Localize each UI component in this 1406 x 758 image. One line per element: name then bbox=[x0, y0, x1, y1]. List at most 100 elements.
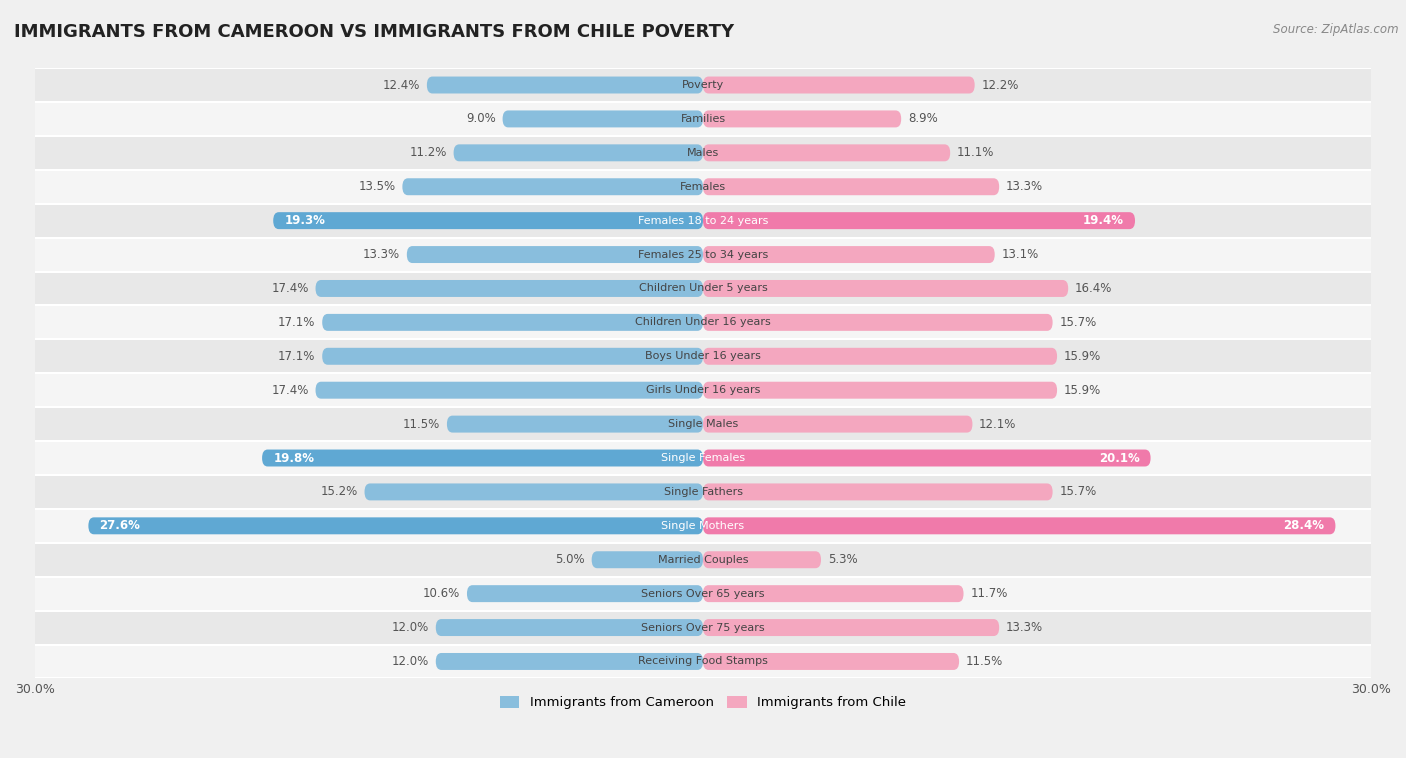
Text: 15.7%: 15.7% bbox=[1059, 316, 1097, 329]
FancyBboxPatch shape bbox=[703, 585, 963, 602]
Text: 17.4%: 17.4% bbox=[271, 384, 309, 396]
FancyBboxPatch shape bbox=[315, 280, 703, 297]
Text: Single Females: Single Females bbox=[661, 453, 745, 463]
Text: Females 25 to 34 years: Females 25 to 34 years bbox=[638, 249, 768, 259]
FancyBboxPatch shape bbox=[467, 585, 703, 602]
FancyBboxPatch shape bbox=[35, 170, 1371, 204]
Text: 13.3%: 13.3% bbox=[363, 248, 401, 261]
FancyBboxPatch shape bbox=[703, 314, 1053, 330]
Text: 19.4%: 19.4% bbox=[1083, 215, 1123, 227]
Text: Girls Under 16 years: Girls Under 16 years bbox=[645, 385, 761, 395]
Text: Married Couples: Married Couples bbox=[658, 555, 748, 565]
FancyBboxPatch shape bbox=[703, 619, 1000, 636]
Text: 13.5%: 13.5% bbox=[359, 180, 395, 193]
FancyBboxPatch shape bbox=[35, 407, 1371, 441]
FancyBboxPatch shape bbox=[703, 144, 950, 161]
FancyBboxPatch shape bbox=[364, 484, 703, 500]
Text: 11.5%: 11.5% bbox=[966, 655, 1002, 668]
FancyBboxPatch shape bbox=[402, 178, 703, 196]
Text: Single Males: Single Males bbox=[668, 419, 738, 429]
Text: 13.3%: 13.3% bbox=[1005, 621, 1043, 634]
FancyBboxPatch shape bbox=[35, 441, 1371, 475]
FancyBboxPatch shape bbox=[703, 415, 973, 433]
FancyBboxPatch shape bbox=[35, 509, 1371, 543]
Text: 13.3%: 13.3% bbox=[1005, 180, 1043, 193]
Text: 15.9%: 15.9% bbox=[1064, 349, 1101, 363]
Text: 11.5%: 11.5% bbox=[404, 418, 440, 431]
Text: Single Mothers: Single Mothers bbox=[661, 521, 745, 531]
FancyBboxPatch shape bbox=[35, 373, 1371, 407]
Text: 28.4%: 28.4% bbox=[1284, 519, 1324, 532]
Text: 12.1%: 12.1% bbox=[979, 418, 1017, 431]
Text: 16.4%: 16.4% bbox=[1076, 282, 1112, 295]
FancyBboxPatch shape bbox=[35, 644, 1371, 678]
Text: 15.9%: 15.9% bbox=[1064, 384, 1101, 396]
Text: Children Under 5 years: Children Under 5 years bbox=[638, 283, 768, 293]
FancyBboxPatch shape bbox=[703, 77, 974, 93]
FancyBboxPatch shape bbox=[35, 305, 1371, 340]
Text: 15.7%: 15.7% bbox=[1059, 485, 1097, 499]
Text: 12.0%: 12.0% bbox=[392, 655, 429, 668]
FancyBboxPatch shape bbox=[35, 611, 1371, 644]
FancyBboxPatch shape bbox=[703, 551, 821, 568]
Text: Single Fathers: Single Fathers bbox=[664, 487, 742, 497]
Text: 11.7%: 11.7% bbox=[970, 587, 1008, 600]
Text: Seniors Over 75 years: Seniors Over 75 years bbox=[641, 622, 765, 633]
FancyBboxPatch shape bbox=[262, 449, 703, 466]
Text: 17.1%: 17.1% bbox=[278, 349, 315, 363]
FancyBboxPatch shape bbox=[322, 348, 703, 365]
Text: 19.3%: 19.3% bbox=[284, 215, 325, 227]
Text: Males: Males bbox=[688, 148, 718, 158]
FancyBboxPatch shape bbox=[35, 68, 1371, 102]
Text: Children Under 16 years: Children Under 16 years bbox=[636, 318, 770, 327]
Text: Seniors Over 65 years: Seniors Over 65 years bbox=[641, 589, 765, 599]
FancyBboxPatch shape bbox=[703, 382, 1057, 399]
Text: 13.1%: 13.1% bbox=[1001, 248, 1039, 261]
FancyBboxPatch shape bbox=[35, 543, 1371, 577]
Text: IMMIGRANTS FROM CAMEROON VS IMMIGRANTS FROM CHILE POVERTY: IMMIGRANTS FROM CAMEROON VS IMMIGRANTS F… bbox=[14, 23, 734, 41]
Text: Receiving Food Stamps: Receiving Food Stamps bbox=[638, 656, 768, 666]
Text: Females: Females bbox=[681, 182, 725, 192]
Text: 17.1%: 17.1% bbox=[278, 316, 315, 329]
Text: 15.2%: 15.2% bbox=[321, 485, 359, 499]
Text: 27.6%: 27.6% bbox=[100, 519, 141, 532]
FancyBboxPatch shape bbox=[703, 178, 1000, 196]
Text: 9.0%: 9.0% bbox=[467, 112, 496, 125]
Text: 5.3%: 5.3% bbox=[828, 553, 858, 566]
FancyBboxPatch shape bbox=[703, 518, 1336, 534]
FancyBboxPatch shape bbox=[406, 246, 703, 263]
FancyBboxPatch shape bbox=[703, 111, 901, 127]
FancyBboxPatch shape bbox=[703, 449, 1150, 466]
Legend: Immigrants from Cameroon, Immigrants from Chile: Immigrants from Cameroon, Immigrants fro… bbox=[495, 691, 911, 715]
FancyBboxPatch shape bbox=[703, 280, 1069, 297]
FancyBboxPatch shape bbox=[322, 314, 703, 330]
Text: Poverty: Poverty bbox=[682, 80, 724, 90]
FancyBboxPatch shape bbox=[703, 212, 1135, 229]
FancyBboxPatch shape bbox=[35, 340, 1371, 373]
FancyBboxPatch shape bbox=[454, 144, 703, 161]
Text: 12.2%: 12.2% bbox=[981, 79, 1019, 92]
FancyBboxPatch shape bbox=[427, 77, 703, 93]
FancyBboxPatch shape bbox=[502, 111, 703, 127]
FancyBboxPatch shape bbox=[436, 653, 703, 670]
FancyBboxPatch shape bbox=[703, 348, 1057, 365]
Text: Families: Families bbox=[681, 114, 725, 124]
Text: Boys Under 16 years: Boys Under 16 years bbox=[645, 351, 761, 362]
Text: 10.6%: 10.6% bbox=[423, 587, 460, 600]
Text: 5.0%: 5.0% bbox=[555, 553, 585, 566]
Text: 19.8%: 19.8% bbox=[273, 452, 314, 465]
Text: 12.4%: 12.4% bbox=[382, 79, 420, 92]
FancyBboxPatch shape bbox=[89, 518, 703, 534]
Text: Source: ZipAtlas.com: Source: ZipAtlas.com bbox=[1274, 23, 1399, 36]
FancyBboxPatch shape bbox=[436, 619, 703, 636]
Text: 20.1%: 20.1% bbox=[1098, 452, 1139, 465]
FancyBboxPatch shape bbox=[703, 653, 959, 670]
FancyBboxPatch shape bbox=[592, 551, 703, 568]
FancyBboxPatch shape bbox=[35, 136, 1371, 170]
Text: Females 18 to 24 years: Females 18 to 24 years bbox=[638, 215, 768, 226]
FancyBboxPatch shape bbox=[315, 382, 703, 399]
Text: 8.9%: 8.9% bbox=[908, 112, 938, 125]
FancyBboxPatch shape bbox=[703, 484, 1053, 500]
FancyBboxPatch shape bbox=[35, 475, 1371, 509]
FancyBboxPatch shape bbox=[35, 237, 1371, 271]
